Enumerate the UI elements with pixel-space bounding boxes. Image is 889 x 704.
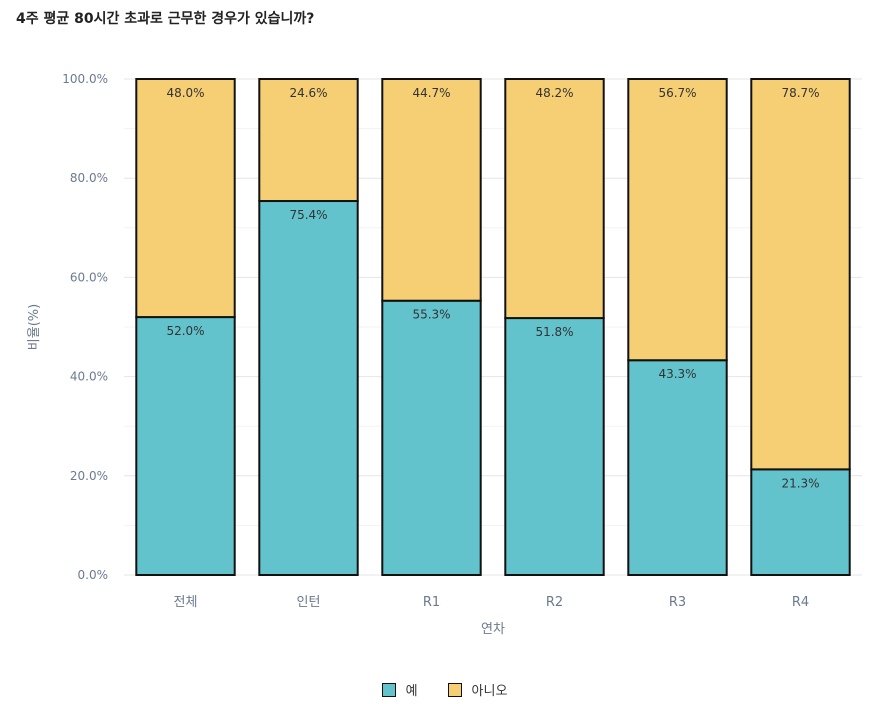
bar-no [135, 78, 236, 319]
data-label-yes: 51.8% [535, 325, 573, 339]
y-tick-label: 0.0% [78, 568, 109, 582]
x-tick-label: 인턴 [297, 595, 321, 610]
legend-label-no: 아니오 [471, 684, 508, 699]
bar-yes [258, 200, 359, 577]
bar-yes [504, 317, 605, 576]
data-label-yes: 43.3% [658, 367, 696, 381]
data-label-yes: 21.3% [781, 476, 819, 490]
data-label-yes: 75.4% [289, 208, 327, 222]
y-tick-label: 100.0% [62, 72, 108, 86]
data-label-no: 44.7% [412, 86, 450, 100]
chart-title: 4주 평균 80시간 초과로 근무한 경우가 있습니까? [16, 11, 315, 27]
legend-item-yes[interactable]: 예 [381, 680, 418, 699]
bar-yes [627, 359, 728, 576]
bar-no [504, 78, 605, 320]
data-label-yes: 55.3% [412, 308, 450, 322]
x-tick-label: R3 [669, 595, 686, 610]
y-tick-label: 80.0% [70, 171, 108, 185]
x-tick-label: R4 [792, 595, 809, 610]
legend-label-yes: 예 [405, 684, 418, 699]
data-label-no: 56.7% [658, 86, 696, 100]
bar-no [258, 78, 359, 203]
x-tick-label: R1 [423, 595, 440, 610]
data-label-no: 48.0% [166, 86, 204, 100]
legend-swatch-yes [381, 682, 396, 697]
data-label-no: 24.6% [289, 86, 327, 100]
legend: 예 아니오 [0, 680, 889, 699]
bar-yes [135, 316, 236, 576]
legend-swatch-no [447, 682, 462, 697]
data-label-yes: 52.0% [166, 324, 204, 338]
y-tick-label: 60.0% [70, 270, 108, 284]
bar-no [627, 78, 728, 362]
bar-yes [750, 468, 851, 576]
x-axis-title: 연차 [481, 622, 505, 637]
bar-no [381, 78, 482, 302]
bar-no [750, 78, 851, 471]
data-label-no: 78.7% [781, 86, 819, 100]
data-label-no: 48.2% [535, 86, 573, 100]
x-tick-label: 전체 [174, 595, 198, 610]
y-tick-label: 20.0% [70, 469, 108, 483]
y-axis-title: 비율(%) [27, 304, 42, 350]
y-tick-label: 40.0% [70, 370, 108, 384]
bar-yes [381, 299, 482, 576]
x-tick-label: R2 [546, 595, 563, 610]
legend-item-no[interactable]: 아니오 [447, 680, 508, 699]
